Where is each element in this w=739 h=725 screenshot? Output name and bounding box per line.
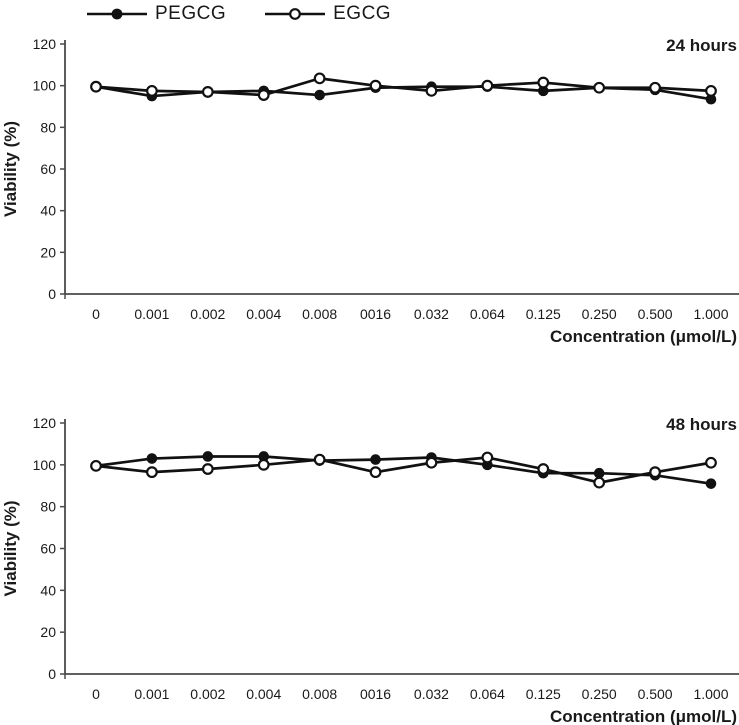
x-tick-label: 0.032 [414,686,449,702]
data-point-egcg [649,81,661,94]
data-point-egcg [90,80,102,93]
data-point-pegcg [370,454,381,465]
x-tick-label: 0.064 [470,306,505,322]
x-tick-label: 0.008 [302,306,337,322]
legend-item-pegcg: PEGCG [86,3,226,25]
y-tick-label: 0 [48,666,56,682]
data-point-pegcg [314,89,325,101]
x-tick-label: 1.000 [693,686,728,702]
x-tick-label: 0.004 [246,306,281,322]
legend-label-pegcg: PEGCG [155,3,227,24]
x-tick-label: 0 [92,306,100,322]
x-tick-label: 0.032 [414,306,449,322]
data-point-egcg [537,463,550,475]
x-tick-label: 0016 [360,306,391,322]
series-line-pegcg [95,455,712,485]
x-tick-label: 0.064 [470,686,505,702]
x-tick-label: 0.008 [302,686,337,702]
data-point-egcg [369,79,382,92]
filled-circle-marker-icon [87,8,147,20]
data-point-egcg [146,84,158,97]
data-point-egcg [537,76,550,89]
data-point-egcg [481,79,494,92]
data-point-egcg [425,84,438,97]
data-point-egcg [649,466,661,479]
data-point-egcg [705,84,717,97]
x-tick-label: 0.004 [246,686,281,702]
x-axis-title: Concentration (μmol/L) [550,707,737,725]
data-point-egcg [146,466,158,479]
y-axis-title: Viability (%) [1,121,20,217]
x-tick-label: 0.250 [582,306,617,322]
x-tick-label: 0.250 [582,686,617,702]
x-tick-label: 0.125 [526,686,561,702]
data-point-egcg [257,89,270,101]
series-line-egcg [95,456,712,484]
x-tick-label: 0.125 [526,306,561,322]
data-point-egcg [313,453,326,466]
y-tick-label: 0 [48,286,56,302]
open-circle-marker-icon [265,8,326,20]
y-tick-label: 120 [33,36,57,52]
chart-legend: PEGCG EGCG [86,1,391,27]
y-tick-label: 60 [40,541,56,557]
x-tick-label: 0.001 [134,686,169,702]
series-line-egcg [95,77,712,97]
x-tick-label: 1.000 [693,306,728,322]
data-point-egcg [593,81,606,94]
data-point-egcg [201,463,214,475]
data-point-egcg [425,456,438,469]
x-axis-title: Concentration (μmol/L) [550,327,737,346]
y-tick-label: 20 [40,624,56,640]
panel-title: 24 hours [666,36,737,55]
x-tick-label: 0.001 [134,306,169,322]
data-point-egcg [369,466,382,479]
chart-canvas: Viability (%) 0 20 40 60 80 100 120 0 0.001 0.002 0… [1,415,739,725]
x-tick-label: 0.500 [638,306,673,322]
y-tick-label: 120 [33,415,57,431]
legend-label-egcg: EGCG [333,3,392,24]
data-point-egcg [257,458,270,471]
x-tick-label: 0.500 [638,686,673,702]
y-tick-label: 80 [40,119,56,135]
data-point-pegcg [202,451,214,462]
data-point-pegcg [705,478,717,489]
chart-canvas: Viability (%) 0 20 40 60 80 100 120 0 0.001 0.002 0… [1,36,739,346]
data-point-egcg [593,476,606,489]
data-point-pegcg [593,467,605,479]
panel-title: 48 hours [666,415,737,434]
x-tick-label: 0.002 [190,686,225,702]
chart-48-hours: Viability (%) 0 20 40 60 80 100 120 0 0.001 0.002 0… [0,385,739,725]
data-point-egcg [481,451,494,464]
y-tick-label: 20 [40,244,56,260]
data-point-egcg [201,86,214,98]
x-tick-label: 0 [92,686,100,702]
x-tick-label: 0016 [360,686,391,702]
y-tick-label: 100 [33,78,57,94]
y-tick-label: 40 [40,582,56,598]
y-tick-label: 80 [40,499,56,515]
y-tick-label: 40 [40,203,56,219]
x-tick-label: 0.002 [190,306,225,322]
data-point-pegcg [537,85,549,97]
data-point-pegcg [705,93,717,105]
data-point-egcg [705,456,717,469]
data-point-egcg [90,459,102,472]
data-point-pegcg [258,451,270,462]
y-axis-title: Viability (%) [1,500,20,596]
data-point-egcg [313,72,326,85]
legend-item-egcg: EGCG [264,3,391,25]
y-tick-label: 100 [33,457,57,473]
data-point-pegcg [146,453,158,464]
y-tick-label: 60 [40,161,56,177]
chart-24-hours: Viability (%) 0 20 40 60 80 100 120 0 0.001 0.002 0… [0,26,739,358]
